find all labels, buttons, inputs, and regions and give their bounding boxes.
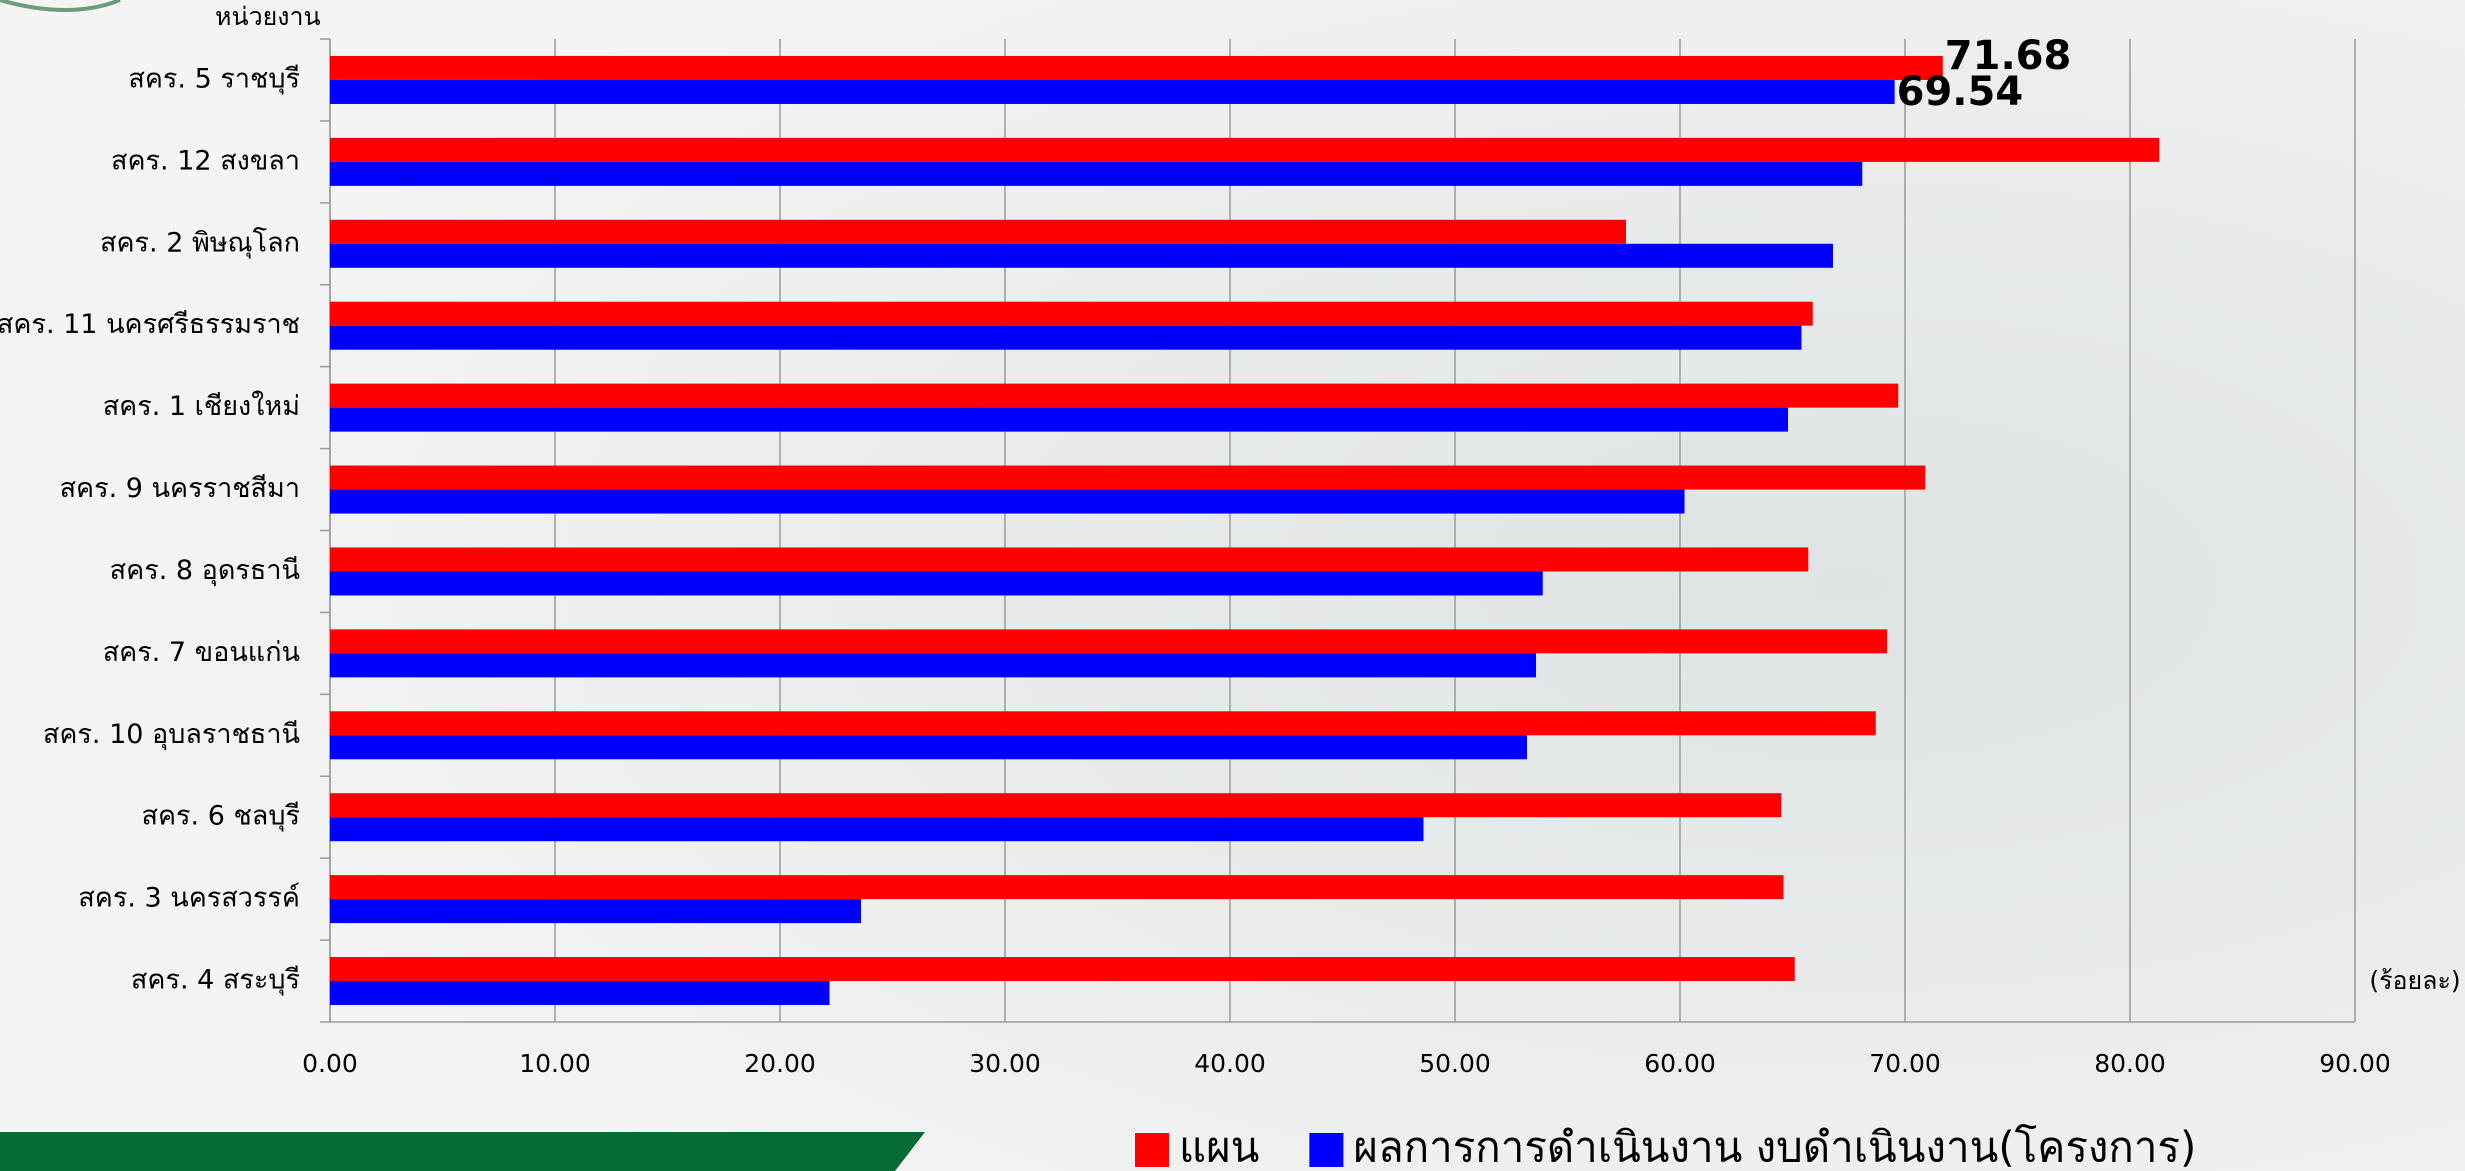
bar	[330, 875, 1784, 900]
y-tick-label: สคร. 9 นครราชสีมา	[60, 473, 300, 504]
bar	[330, 301, 1813, 326]
x-tick-label: 20.00	[744, 1049, 816, 1078]
y-tick-label: สคร. 4 สระบุรี	[131, 965, 300, 997]
footer-band	[0, 1132, 925, 1171]
x-tick-label: 70.00	[1869, 1049, 1941, 1078]
bar	[330, 383, 1899, 408]
bar	[330, 957, 1795, 982]
bar	[330, 711, 1876, 736]
bar	[330, 219, 1626, 244]
bar	[330, 899, 861, 924]
bar	[330, 981, 830, 1006]
y-tick-label: สคร. 10 อุบลราชธานี	[43, 719, 300, 751]
legend-swatch	[1135, 1133, 1169, 1167]
value-label: 71.68	[1945, 33, 2072, 79]
bar	[330, 137, 2160, 162]
bar	[330, 735, 1527, 760]
x-tick-label: 80.00	[2094, 1049, 2166, 1078]
bar	[330, 629, 1887, 654]
bar	[330, 489, 1685, 514]
x-tick-label: 0.00	[302, 1049, 358, 1078]
x-tick-label: 90.00	[2319, 1049, 2391, 1078]
bar	[330, 465, 1926, 490]
y-tick-label: สคร. 11 นครศรีธรรมราช	[0, 309, 300, 340]
y-tick-label: สคร. 6 ชลบุรี	[142, 801, 300, 833]
y-tick-label: สคร. 3 นครสวรรค์	[78, 882, 300, 914]
bar	[330, 653, 1536, 678]
bar	[330, 161, 1863, 186]
y-tick-label: สคร. 2 พิษณุโลก	[100, 227, 300, 259]
x-tick-label: 10.00	[519, 1049, 591, 1078]
bar	[330, 407, 1788, 432]
bar	[330, 547, 1809, 572]
bar	[330, 55, 1943, 80]
y-tick-label: สคร. 8 อุดรธานี	[110, 555, 300, 587]
value-label: 69.54	[1897, 69, 2024, 115]
bar	[330, 817, 1424, 842]
x-axis-unit: (ร้อยละ)	[2369, 966, 2460, 995]
bar	[330, 243, 1833, 268]
y-tick-label: สคร. 12 สงขลา	[111, 145, 300, 176]
bar	[330, 79, 1895, 104]
x-tick-label: 40.00	[1194, 1049, 1266, 1078]
y-axis-title: หน่วยงาน	[215, 2, 321, 31]
y-tick-label: สคร. 7 ขอนแก่น	[103, 637, 300, 668]
bar	[330, 325, 1802, 350]
legend-swatch	[1309, 1133, 1344, 1167]
bar	[330, 793, 1782, 818]
logo-fragment	[0, 0, 121, 12]
x-tick-label: 30.00	[969, 1049, 1041, 1078]
legend-label: ผลการการดำเนินงาน งบดำเนินงาน(โครงการ)	[1353, 1123, 2196, 1171]
legend-label: แผน	[1179, 1123, 1259, 1171]
y-tick-label: สคร. 5 ราชบุรี	[128, 63, 300, 95]
x-tick-label: 50.00	[1419, 1049, 1491, 1078]
x-tick-label: 60.00	[1644, 1049, 1716, 1078]
y-tick-label: สคร. 1 เชียงใหม่	[103, 390, 300, 422]
bar	[330, 571, 1543, 596]
